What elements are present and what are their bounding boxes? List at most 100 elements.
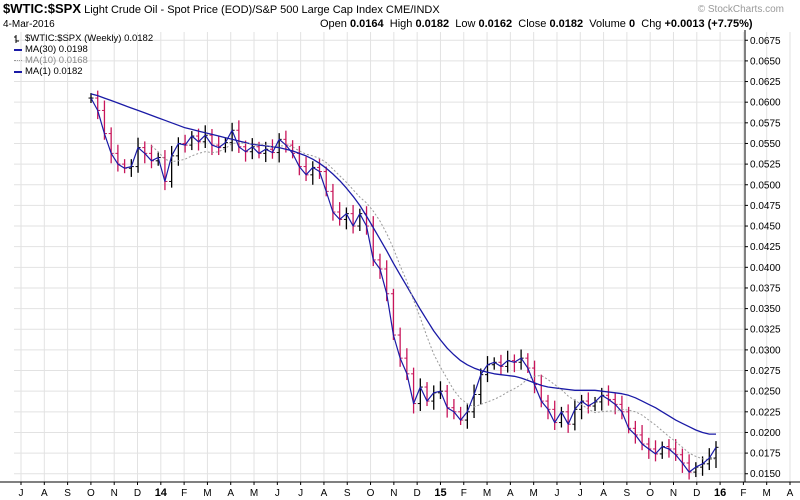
price-bar	[431, 385, 437, 410]
x-tick-label: A	[41, 488, 48, 499]
y-tick-label: 0.0225	[750, 407, 781, 418]
x-tick-label: S	[344, 488, 351, 499]
price-bar	[175, 137, 181, 166]
price-bar	[458, 406, 464, 426]
low-value: 0.0162	[478, 18, 513, 30]
x-tick-label: A	[227, 488, 234, 499]
x-tick-label: J	[19, 488, 24, 499]
copyright-notice: © StockCharts.com	[697, 4, 784, 15]
y-tick-label: 0.0375	[750, 283, 781, 294]
chart-header-line: $WTIC:$SPX Light Crude Oil - Spot Price …	[3, 1, 440, 16]
x-tick-label: A	[507, 488, 514, 499]
x-tick-label: O	[87, 488, 95, 499]
legend-label-ma1: MA(1) 0.0182	[25, 66, 83, 77]
y-tick-label: 0.0500	[750, 180, 781, 191]
legend-item-ma1: MA(1) 0.0182	[14, 66, 153, 77]
price-bar	[585, 392, 591, 414]
price-bar	[350, 204, 356, 234]
bar-icon	[14, 34, 22, 43]
price-bar	[639, 425, 645, 451]
price-bar	[511, 354, 517, 373]
x-tick-label: M	[763, 488, 771, 499]
high-label: High	[389, 18, 413, 30]
ma30-series-line	[90, 93, 716, 435]
x-tick-label: 15	[434, 487, 446, 499]
price-bar	[417, 378, 423, 411]
y-tick-label: 0.0550	[750, 139, 781, 150]
volume-value: 0	[629, 18, 636, 30]
chg-label: Chg	[641, 18, 662, 30]
price-bar	[592, 396, 598, 411]
high-value: 0.0182	[415, 18, 450, 30]
price-bar	[411, 367, 417, 414]
y-tick-label: 0.0425	[750, 242, 781, 253]
price-bar	[357, 208, 363, 231]
y-tick-label: 0.0350	[750, 304, 781, 315]
price-bar	[686, 454, 692, 480]
chart-description: Light Crude Oil - Spot Price (EOD)/S&P 5…	[84, 4, 440, 16]
x-tick-label: N	[111, 488, 118, 499]
price-bars	[88, 90, 719, 480]
axes: 0.0675 0.0650 0.0625 0.0600 0.0575 0.0550 0.05…	[0, 30, 800, 499]
x-tick-label: A	[321, 488, 328, 499]
y-tick-label: 0.0575	[750, 118, 781, 129]
dotted-swatch-icon	[14, 60, 22, 61]
x-tick-label: J	[578, 488, 583, 499]
price-bar	[108, 127, 114, 164]
price-bar	[303, 156, 309, 182]
x-tick-label: F	[181, 488, 187, 499]
x-tick-label: O	[367, 488, 375, 499]
chart-legend: $WTIC:$SPX (Weekly) 0.0182 MA(30) 0.0198…	[14, 33, 153, 77]
ma10-series-line	[151, 142, 717, 461]
ticker-symbol: $WTIC:$SPX	[3, 1, 82, 16]
volume-label: Volume	[589, 18, 626, 30]
x-tick-label: M	[529, 488, 537, 499]
legend-item-ma10: MA(10) 0.0168	[14, 55, 153, 66]
line-swatch-icon	[14, 70, 22, 73]
x-tick-label: N	[390, 488, 397, 499]
price-bar	[659, 441, 665, 459]
x-tick-label: D	[693, 488, 700, 499]
y-tick-label: 0.0650	[750, 56, 781, 67]
y-tick-label: 0.0325	[750, 325, 781, 336]
price-bar	[693, 462, 699, 478]
price-bar	[162, 150, 168, 191]
legend-item-price: $WTIC:$SPX (Weekly) 0.0182	[14, 33, 153, 44]
x-tick-label: F	[740, 488, 746, 499]
open-label: Open	[320, 18, 347, 30]
grid-lines	[14, 32, 791, 482]
price-bar	[485, 356, 491, 383]
x-tick-label: J	[298, 488, 303, 499]
x-tick-label: J	[554, 488, 559, 499]
price-bar	[572, 399, 578, 431]
price-bar	[424, 382, 430, 407]
close-label: Close	[518, 18, 547, 30]
price-bar	[310, 161, 316, 185]
y-tick-label: 0.0600	[750, 98, 781, 109]
x-tick-label: A	[600, 488, 607, 499]
x-tick-label: O	[646, 488, 654, 499]
x-tick-label: M	[250, 488, 258, 499]
y-tick-label: 0.0625	[750, 77, 781, 88]
legend-label-ma30: MA(30) 0.0198	[25, 44, 88, 55]
x-tick-label: D	[414, 488, 421, 499]
y-tick-label: 0.0450	[750, 222, 781, 233]
price-bar	[451, 399, 457, 420]
price-bar	[565, 404, 571, 433]
price-bar	[713, 441, 719, 468]
price-bar	[552, 400, 558, 430]
x-tick-label: N	[670, 488, 677, 499]
x-tick-label: 14	[155, 487, 168, 499]
low-label: Low	[455, 18, 476, 30]
x-tick-label: F	[461, 488, 467, 499]
price-bar	[364, 206, 370, 235]
line-swatch-icon	[14, 48, 22, 51]
x-tick-label: M	[483, 488, 491, 499]
y-tick-label: 0.0200	[750, 428, 781, 439]
price-bar	[653, 440, 659, 462]
y-tick-label: 0.0300	[750, 345, 781, 356]
x-tick-label: J	[275, 488, 280, 499]
legend-label-price: $WTIC:$SPX (Weekly) 0.0182	[25, 33, 154, 44]
